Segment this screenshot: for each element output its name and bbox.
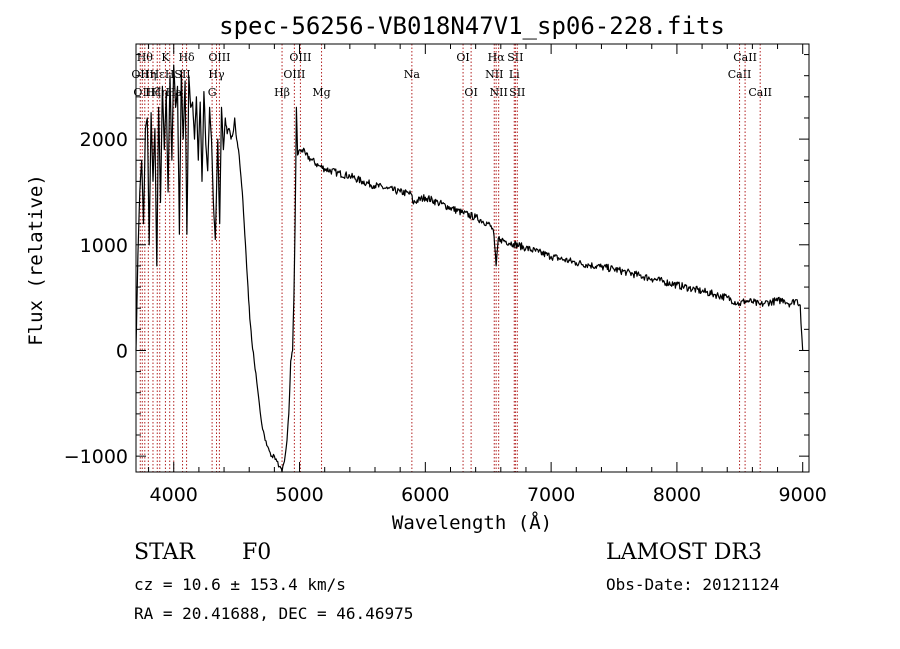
line-marker-label-22: NII — [485, 68, 503, 81]
line-marker-label-17: OIII — [289, 51, 311, 64]
line-marker-label-13: Hγ — [208, 68, 225, 81]
x-axis-label: Wavelength (Å) — [392, 511, 552, 534]
observation-date: Obs-Date: 20121124 — [606, 575, 780, 594]
flux-series-line — [135, 64, 804, 473]
x-tick-label-3: 7000 — [527, 484, 575, 506]
sky-coordinates: RA = 20.41688, DEC = 46.46975 — [134, 604, 414, 623]
line-marker-label-24: NII — [490, 86, 508, 99]
line-marker-label-18: Mg — [312, 86, 330, 99]
x-tick-label-4: 8000 — [653, 484, 701, 506]
line-marker-label-2: Hθ — [137, 51, 154, 64]
line-marker-label-7: K — [161, 51, 170, 64]
line-marker-label-21: OI — [464, 86, 477, 99]
line-marker-label-4: Hζ — [145, 86, 161, 99]
line-marker-label-29: CaII — [733, 51, 757, 64]
survey-name: LAMOST DR3 — [606, 540, 762, 565]
y-tick-label-2: 1000 — [80, 235, 128, 257]
line-marker-label-10: SII — [174, 68, 190, 81]
line-marker-label-8: H — [165, 68, 175, 81]
line-marker-label-5: Hε — [150, 68, 166, 81]
y-tick-label-3: 2000 — [80, 129, 128, 151]
object-class: STAR — [134, 540, 195, 565]
line-marker-label-1: OII — [133, 86, 151, 99]
line-marker-label-14: OIII — [208, 51, 230, 64]
line-marker-label-25: Li — [509, 68, 520, 81]
x-tick-label-5: 9000 — [779, 484, 827, 506]
y-tick-label-1: 0 — [116, 340, 128, 362]
line-marker-label-3: Hη — [140, 68, 156, 81]
line-marker-label-23: Hα — [488, 51, 506, 64]
y-tick-label-0: −1000 — [64, 446, 128, 468]
object-subclass: F0 — [242, 540, 272, 565]
line-marker-label-12: G — [208, 86, 217, 99]
line-marker-label-27: SII — [509, 86, 525, 99]
line-marker-label-16: OIII — [283, 68, 305, 81]
x-tick-label-2: 6000 — [401, 484, 449, 506]
x-tick-label-1: 5000 — [275, 484, 323, 506]
plot-frame — [135, 43, 810, 473]
line-marker-label-30: CaII — [748, 86, 772, 99]
redshift-readout: cz = 10.6 ± 153.4 km/s — [134, 575, 346, 594]
line-marker-label-9: Ha — [166, 86, 183, 99]
chart-title: spec-56256-VB018N47V1_sp06-228.fits — [219, 12, 725, 40]
line-marker-label-26: SII — [507, 51, 523, 64]
x-tick-label-0: 4000 — [150, 484, 198, 506]
line-marker-label-28: CaII — [728, 68, 752, 81]
line-marker-label-6: Hη — [152, 86, 168, 99]
line-marker-label-20: OI — [456, 51, 469, 64]
y-axis-label: Flux (relative) — [25, 174, 47, 346]
line-marker-label-11: Hδ — [178, 51, 195, 64]
line-marker-label-15: Hβ — [274, 86, 290, 99]
line-marker-label-19: Na — [404, 68, 421, 81]
